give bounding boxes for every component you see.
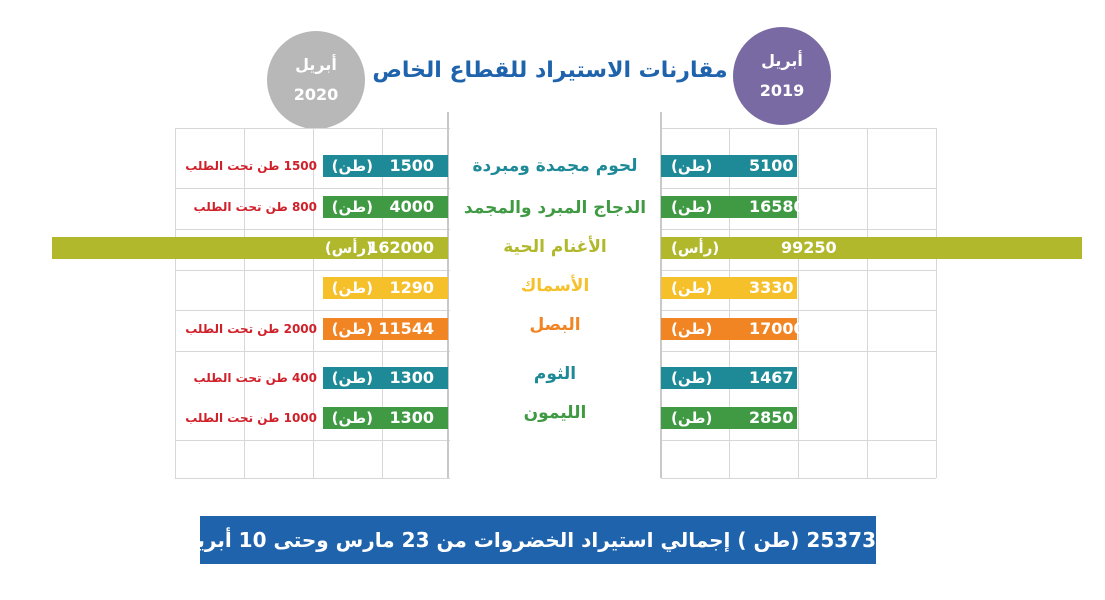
on-order-note: 800 طن تحت الطلب xyxy=(193,200,317,214)
bar-2020: 11544 (طن) xyxy=(323,318,448,340)
bar-2020: 1500 (طن) xyxy=(323,155,448,177)
period-badge-2019: أبريل 2019 xyxy=(733,27,831,125)
bar-2019-unit: (طن) xyxy=(671,198,713,216)
gridline-vertical-left xyxy=(175,128,176,478)
bar-2020-value: 1290 xyxy=(389,278,434,297)
bar-2019-value: 5100 xyxy=(749,156,794,175)
category-label: الدجاج المبرد والمجمد xyxy=(463,198,647,218)
bar-2020-unit: (طن) xyxy=(331,320,373,338)
bar-2020-value: 11544 xyxy=(378,319,434,338)
category-label: الأغنام الحية xyxy=(503,237,607,257)
category-label: الأسماك xyxy=(520,276,590,296)
gridline-left xyxy=(175,310,450,311)
gridline-vertical-left xyxy=(313,128,314,478)
bar-2019-value: 99250 xyxy=(781,238,837,257)
bar-2019: (رأس) 99250 xyxy=(661,237,1082,259)
bar-2020: 162000 (رأس) xyxy=(52,237,448,259)
gridline-left xyxy=(175,188,450,189)
bar-2019-value: 1467 xyxy=(749,368,794,387)
bar-2019-value: 3330 xyxy=(749,278,794,297)
period-2019-year: 2019 xyxy=(759,81,805,100)
bar-2019-unit: (طن) xyxy=(671,369,713,387)
bar-2020-unit: (طن) xyxy=(331,369,373,387)
bar-2020: 1290 (طن) xyxy=(323,277,448,299)
period-2019-month: أبريل xyxy=(761,51,803,70)
total-footer: 25373 (طن ) إجمالي استيراد الخضروات من 2… xyxy=(180,516,876,564)
bar-2019-unit: (رأس) xyxy=(671,239,720,257)
bar-2020: 1300 (طن) xyxy=(323,367,448,389)
period-badge-2020: أبريل 2020 xyxy=(267,31,365,129)
category-label: لحوم مجمدة ومبردة xyxy=(472,156,638,176)
bar-2019-value: 2850 xyxy=(749,408,794,427)
gridline-left xyxy=(175,351,450,352)
gridline-left xyxy=(175,229,450,230)
bar-2019-value: 16580 xyxy=(749,197,805,216)
gridline-right xyxy=(661,478,936,479)
gridline-vertical-right xyxy=(936,128,937,478)
bar-2019-value: 17000 xyxy=(749,319,805,338)
bar-2019-unit: (طن) xyxy=(671,409,713,427)
gridline-left xyxy=(175,440,450,441)
period-2020-month: أبريل xyxy=(295,55,337,74)
bar-2020: 4000 (طن) xyxy=(323,196,448,218)
bar-2019: (طن) 17000 xyxy=(661,318,805,340)
period-2020-year: 2020 xyxy=(293,85,339,104)
on-order-note: 400 طن تحت الطلب xyxy=(193,371,317,385)
bar-2019: (طن) 16580 xyxy=(661,196,805,218)
bar-2019-unit: (طن) xyxy=(671,279,713,297)
axis-left xyxy=(447,112,449,478)
bar-2019: (طن) 3330 xyxy=(661,277,797,299)
gridline-vertical-left xyxy=(382,128,383,478)
on-order-note: 1000 طن تحت الطلب xyxy=(185,411,317,425)
gridline-vertical-right xyxy=(867,128,868,478)
gridline-left xyxy=(175,128,450,129)
gridline-vertical-left xyxy=(244,128,245,478)
bar-2020-unit: (طن) xyxy=(331,157,373,175)
bar-2019: (طن) 2850 xyxy=(661,407,797,429)
bar-2020-unit: (طن) xyxy=(331,198,373,216)
bar-2020-value: 1300 xyxy=(389,408,434,427)
bar-2020-value: 1300 xyxy=(389,368,434,387)
bar-2019: (طن) 1467 xyxy=(661,367,797,389)
gridline-vertical-right xyxy=(798,128,799,478)
gridline-left xyxy=(175,270,450,271)
category-label: البصل xyxy=(529,315,581,335)
gridline-left xyxy=(175,478,450,479)
bar-2020-unit: (رأس) xyxy=(324,239,373,257)
gridline-vertical-right xyxy=(729,128,730,478)
bar-2019-unit: (طن) xyxy=(671,320,713,338)
category-label: الثوم xyxy=(533,364,577,384)
bar-2020-unit: (طن) xyxy=(331,279,373,297)
bar-2020-value: 162000 xyxy=(367,238,434,257)
bar-2020-unit: (طن) xyxy=(331,409,373,427)
category-label: الليمون xyxy=(523,403,587,423)
chart-title: مقارنات الاستيراد للقطاع الخاص xyxy=(372,58,728,83)
bar-2019: (طن) 5100 xyxy=(661,155,797,177)
on-order-note: 1500 طن تحت الطلب xyxy=(185,159,317,173)
bar-2020-value: 4000 xyxy=(389,197,434,216)
bar-2020-value: 1500 xyxy=(389,156,434,175)
bar-2019-unit: (طن) xyxy=(671,157,713,175)
on-order-note: 2000 طن تحت الطلب xyxy=(185,322,317,336)
bar-2020: 1300 (طن) xyxy=(323,407,448,429)
